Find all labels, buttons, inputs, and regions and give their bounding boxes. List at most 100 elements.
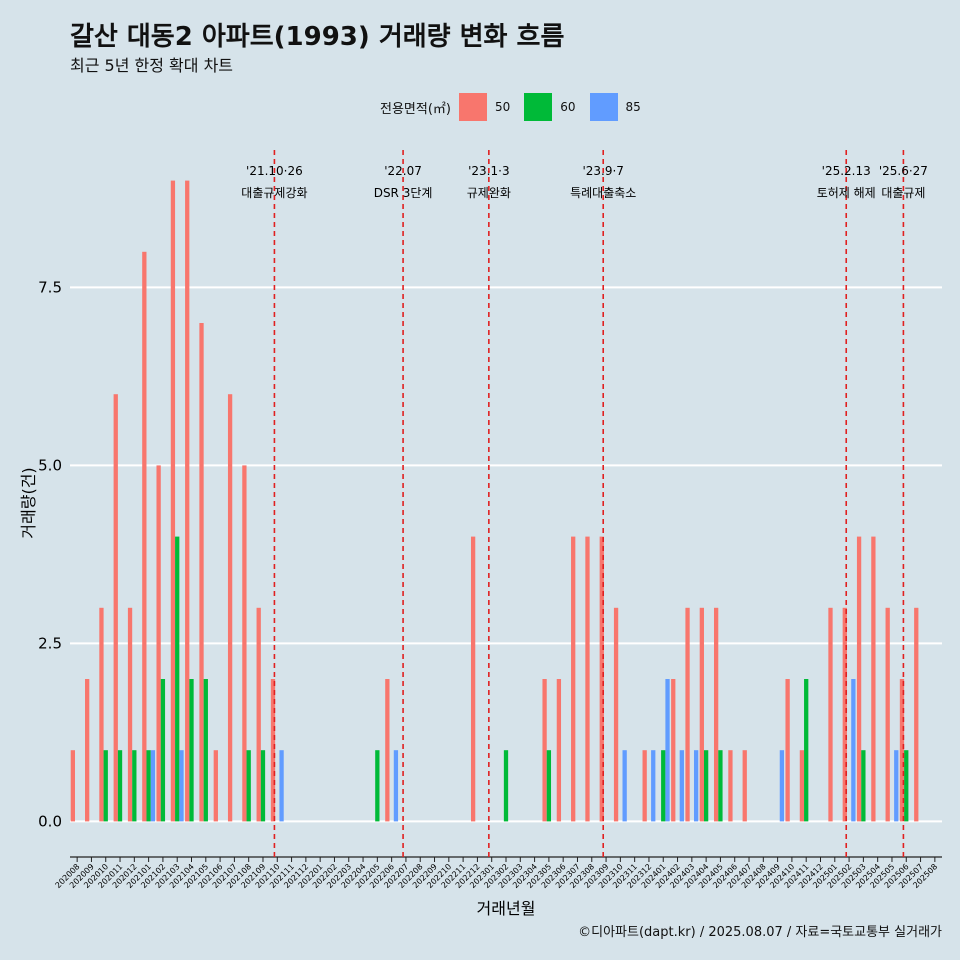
bar-60-202108 [246,750,251,822]
bar-60-202404 [703,750,709,822]
bar-60-202205 [375,750,380,822]
legend: 전용면적(㎡) 50 60 85 [380,92,655,122]
bar-50-202403 [685,607,690,822]
bar-60-202102 [160,679,166,822]
event-date: '25.6·27 [879,164,928,178]
bar-50-202405 [713,607,719,822]
legend-item-50: 50 [458,93,514,121]
bar-50-202502 [842,607,847,822]
event-label: 대출규제 [881,186,925,200]
bar-50-202010 [99,607,104,822]
legend-swatch-85 [589,93,618,121]
event-label: 토허제 해제 [817,186,876,200]
legend-label-60: 60 [560,100,576,114]
bar-50-202103 [170,180,176,822]
legend-title: 전용면적(㎡) [380,101,451,117]
bar-50-202312 [642,750,647,822]
event-date: '23.9·7 [582,164,623,178]
bar-50-202108 [242,465,247,822]
y-axis-title: 거래량(건) [19,467,38,538]
legend-label-85: 85 [625,100,641,114]
bar-50-202008 [70,750,76,822]
bar-85-202403 [693,750,699,822]
y-tick-label: 2.5 [38,634,62,652]
bar-60-202109 [260,750,266,822]
bar-85-202110 [279,750,284,822]
bar-50-202501 [828,607,833,822]
bar-85-202206 [393,750,399,822]
bar-85-202502 [851,679,856,822]
event-date: '23.1·3 [468,164,509,178]
bar-60-202105 [203,679,208,822]
bar-85-202401 [665,679,670,822]
chart-subtitle: 최근 5년 한정 확대 차트 [70,56,234,75]
bar-50-202308 [585,536,590,822]
bar-85-202312 [651,750,656,822]
bar-85-202101 [150,750,156,822]
bar-50-202102 [156,465,161,822]
bar-50-202310 [613,607,619,822]
bar-60-202405 [718,750,723,822]
bar-85-202409 [779,750,785,822]
bar-50-202309 [599,536,604,822]
bar-60-202411 [804,679,809,822]
bar-50-202504 [871,536,876,822]
y-tick-label: 0.0 [38,812,62,830]
bar-50-202402 [671,679,676,822]
legend-item-60: 60 [524,93,579,121]
bar-50-202107 [227,394,233,822]
bar-50-202506 [899,679,905,822]
bar-50-202404 [699,607,704,822]
bar-85-202402 [679,750,684,822]
bar-50-202110 [270,679,276,822]
legend-label-50: 50 [494,100,511,114]
event-label: 대출규제강화 [241,186,307,200]
bar-60-202401 [661,750,666,822]
bar-60-202101 [146,750,151,822]
y-tick-label: 5.0 [38,456,62,474]
chart-title: 갈산 대동2 아파트(1993) 거래량 변화 흐름 [70,22,565,52]
bar-50-202212 [470,536,476,822]
bar-60-202302 [503,750,509,822]
legend-item-85: 85 [589,93,645,121]
bar-50-202306 [556,679,562,822]
bar-50-202106 [213,750,218,822]
bar-50-202407 [742,750,747,822]
x-axis-title: 거래년월 [477,899,536,918]
bar-50-202507 [914,607,919,822]
bar-50-202104 [185,180,190,822]
bar-60-202305 [546,750,552,822]
bar-50-202109 [256,607,261,822]
bar-60-202010 [103,750,108,822]
bar-50-202411 [799,750,805,822]
bar-60-202012 [132,750,137,822]
bar-60-202011 [117,750,123,822]
bar-50-202503 [856,536,862,822]
bar-85-202103 [179,750,184,822]
bar-60-202506 [904,750,909,822]
bar-50-202101 [142,251,147,822]
y-tick-label: 7.5 [38,278,62,296]
bar-50-202009 [85,679,90,822]
caption: ©디아파트(dapt.kr) / 2025.08.07 / 자료=국토교통부 실… [578,925,942,940]
event-date: '25.2.13 [822,164,871,178]
bar-50-202105 [199,323,204,822]
bar-50-202406 [728,750,733,822]
legend-swatch-50 [458,93,487,121]
event-date: '21.10·26 [246,164,303,178]
bar-85-202505 [894,750,899,822]
bar-60-202503 [861,750,866,822]
bar-50-202012 [127,607,133,822]
event-label: 규제완화 [467,186,511,200]
event-label: 특례대출축소 [570,186,636,200]
bar-60-202103 [175,536,180,822]
bar-60-202104 [189,679,194,822]
bar-50-202410 [785,679,790,822]
bar-50-202011 [113,394,118,822]
legend-swatch-60 [524,93,553,121]
bar-50-202505 [885,607,890,822]
bar-50-202305 [542,679,547,822]
bar-50-202206 [385,679,390,822]
event-date: '22.07 [384,164,422,178]
